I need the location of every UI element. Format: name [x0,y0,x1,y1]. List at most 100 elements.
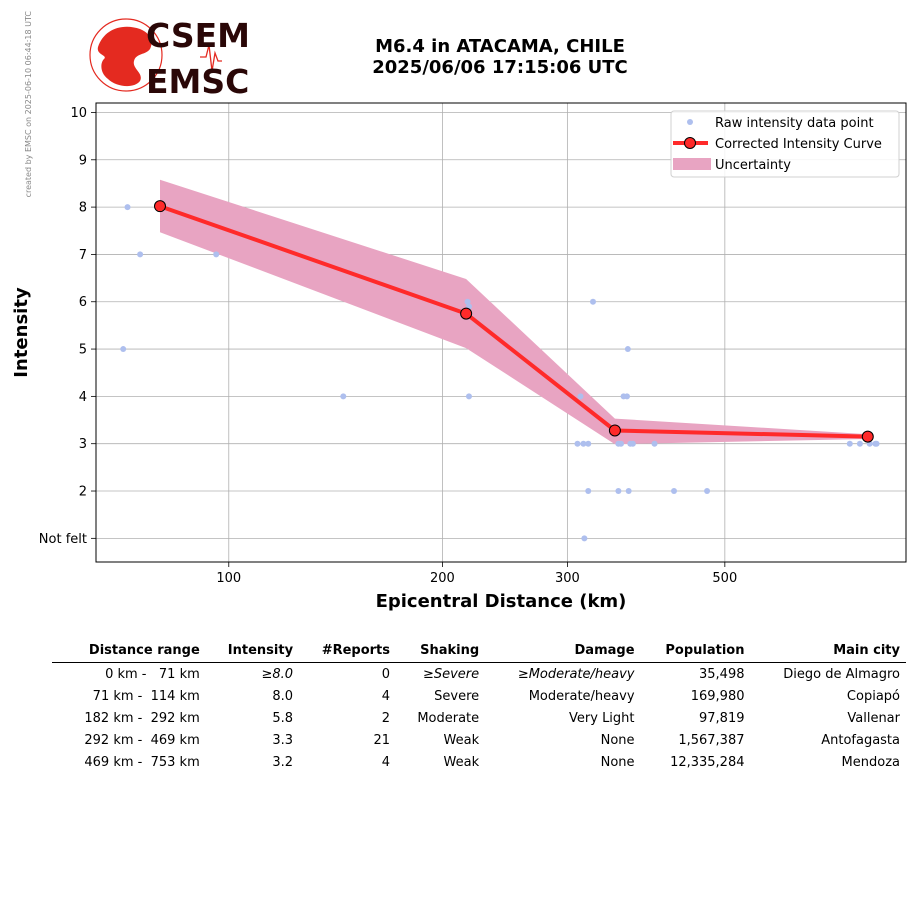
table-cell: 4 [381,755,391,770]
raw-intensity-point [671,488,678,495]
table-cell: 0 km - 71 km [105,667,200,682]
table-cell: 71 km - 114 km [92,689,200,704]
table-body: 0 km - 71 km ≥8.0 0 ≥Severe ≥Moderate/heavy 3… [52,663,906,774]
raw-intensity-point [873,440,880,447]
raw-intensity-point [120,346,127,353]
table-cell: Moderate/heavy [528,689,635,704]
table-cell: 292 km - 469 km [84,733,200,748]
uncertainty-band [160,179,868,445]
raw-intensity-point [577,393,584,400]
raw-intensity-point [464,298,471,305]
legend-box [670,110,900,178]
table-cell: 35,498 [699,667,745,682]
legend-swatch-raw [687,119,693,125]
curve-marker [460,307,473,320]
raw-points-group [120,204,880,542]
table-cell: Mendoza [841,755,900,770]
curve-marker [153,200,166,213]
raw-intensity-point [623,393,630,400]
x-tick-label: 200 [430,571,455,586]
chart-title: M6.4 in ATACAMA, CHILE 2025/06/06 17:15:… [290,36,710,78]
x-tick-label: 500 [712,571,737,586]
raw-intensity-point [846,440,853,447]
table-row: 71 km - 114 km 8.0 4 Severe Moderate/heavy 16… [52,685,906,707]
legend-swatch-uncertainty [673,158,711,170]
y-axis-label: Intensity [11,287,32,378]
table-row: 0 km - 71 km ≥8.0 0 ≥Severe ≥Moderate/heavy 3… [52,663,906,686]
intensity-summary-table: Distance range Intensity #Reports Shaking Da… [52,640,906,773]
curve-group [153,200,874,443]
y-tick-label: 7 [79,248,87,263]
raw-intensity-point [590,298,597,305]
legend-label: Uncertainty [715,158,791,173]
table-cell: 182 km - 292 km [84,711,200,726]
table-cell: 1,567,387 [678,733,745,748]
raw-intensity-point [574,440,581,447]
chart-title-line2: 2025/06/06 17:15:06 UTC [372,57,628,78]
raw-intensity-point [704,488,711,495]
watermark-text: created by EMSC on 2025-06-10 06:44:18 U… [24,11,33,198]
table-cell: 169,980 [690,689,745,704]
table-cell: Moderate [417,711,480,726]
logo-text-csem: CSEM [146,16,250,55]
table-cell: 469 km - 753 km [84,755,200,770]
table-cell: 5.8 [272,711,294,726]
table-cell: 3.2 [272,755,294,770]
y-tick-label: 4 [79,390,87,405]
logo-globe-continents [97,26,152,87]
raw-intensity-point [615,488,622,495]
curve-marker [608,424,621,437]
table-header-cell: Main city [750,640,906,663]
x-axis-label: Epicentral Distance (km) [376,591,627,612]
table-cell: ≥Moderate/heavy [517,667,635,682]
logo-seismogram [200,44,222,72]
legend-label: Raw intensity data point [715,116,874,131]
x-tick-label: 300 [555,571,580,586]
corrected-intensity-curve [159,204,868,439]
legend: Raw intensity data point Corrected Intens… [670,110,900,178]
ticks-group: 100 200 300 500 Not felt 2 3 4 5 6 7 8 9 10 [39,106,737,586]
curve-marker [861,430,874,443]
emsc-logo: CSEM EMSC [89,16,250,101]
raw-intensity-point [340,393,347,400]
plot-frame [95,102,907,563]
y-tick-label: 9 [79,153,87,168]
legend-label: Corrected Intensity Curve [715,137,882,152]
raw-intensity-point [213,251,220,258]
raw-intensity-point [856,440,863,447]
raw-intensity-point [465,393,472,400]
raw-intensity-point [625,488,632,495]
table-header-cell: Distance range [52,640,206,663]
table-cell: ≥8.0 [261,667,294,682]
table-cell: 21 [373,733,391,748]
table-cell: 3.3 [272,733,294,748]
logo-text-emsc: EMSC [146,62,249,101]
table-cell: Severe [434,689,480,704]
table-cell: 0 [381,667,391,682]
y-tick-label: 8 [79,201,87,216]
table-cell: 97,819 [699,711,745,726]
raw-intensity-point [651,440,658,447]
table-cell: Copiapó [846,689,900,704]
table-header-cell: Shaking [396,640,486,663]
raw-intensity-point [618,440,625,447]
table-header-cell: #Reports [299,640,397,663]
table-row: 469 km - 753 km 3.2 4 Weak None 12,335,284 Men… [52,751,906,773]
y-tick-label: 5 [79,343,87,358]
table-header-cell: Damage [485,640,641,663]
raw-intensity-point [624,346,631,353]
table-cell: 2 [381,711,391,726]
raw-intensity-point [629,440,636,447]
legend-swatch-curve-marker [684,137,696,149]
table-cell: Weak [443,733,480,748]
table-cell: 4 [381,689,391,704]
watermark: created by EMSC on 2025-06-10 06:44:18 U… [24,11,33,198]
y-tick-label: 10 [70,106,87,121]
raw-intensity-point [585,488,592,495]
table-row: 292 km - 469 km 3.3 21 Weak None 1,567,387 Ant… [52,729,906,751]
table-cell: ≥Severe [422,667,480,682]
raw-intensity-point [137,251,144,258]
intensity-chart: 100 200 300 500 Not felt 2 3 4 5 6 7 8 9 10 Raw inten… [11,102,907,612]
y-tick-label: 2 [79,485,87,500]
raw-intensity-point [124,204,131,211]
